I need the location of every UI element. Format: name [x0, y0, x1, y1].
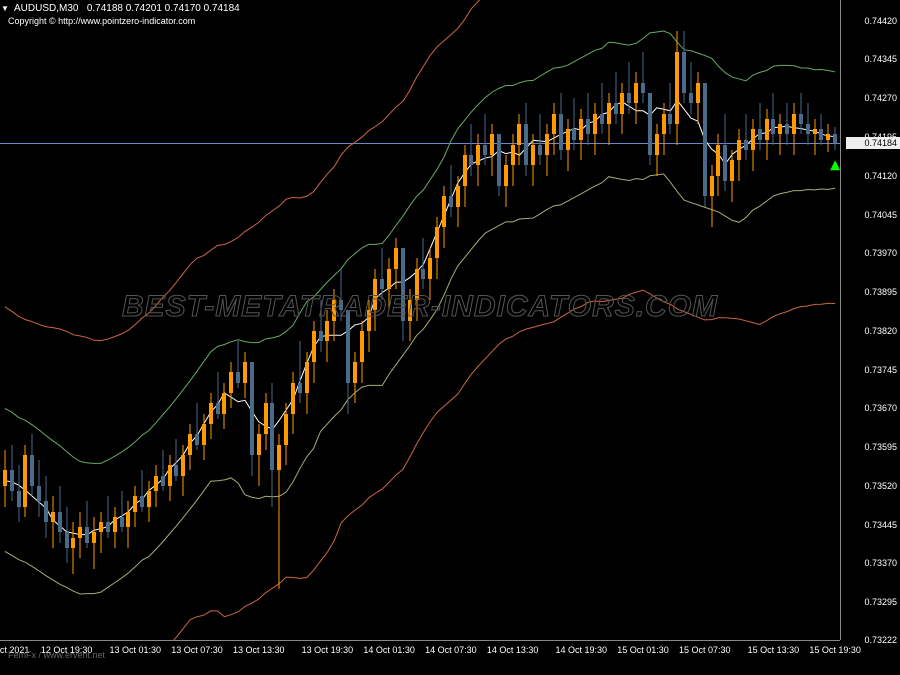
chart-container: ▼ AUDUSD,M30 0.74188 0.74201 0.74170 0.7…	[0, 0, 900, 675]
price-tick: 0.73520	[842, 481, 897, 491]
candle	[758, 0, 762, 640]
price-tick: 0.73222	[842, 635, 897, 645]
candle	[744, 0, 748, 640]
price-tick: 0.73670	[842, 403, 897, 413]
candle	[58, 0, 62, 640]
candle	[92, 0, 96, 640]
price-tick: 0.73370	[842, 558, 897, 568]
time-tick: 15 Oct 19:30	[809, 645, 861, 655]
candle	[10, 0, 14, 640]
price-tick: 0.74345	[842, 54, 897, 64]
candle	[106, 0, 110, 640]
candle	[17, 0, 21, 640]
candle	[771, 0, 775, 640]
price-tick: 0.74420	[842, 16, 897, 26]
price-tick: 0.73295	[842, 597, 897, 607]
chart-area[interactable]: BEST-METATRADER-INDICATORS.COM	[0, 0, 840, 640]
candle	[113, 0, 117, 640]
candle	[751, 0, 755, 640]
candle	[730, 0, 734, 640]
candle	[806, 0, 810, 640]
candle	[23, 0, 27, 640]
time-tick: 15 Oct 07:30	[679, 645, 731, 655]
time-tick: 13 Oct 19:30	[302, 645, 354, 655]
candle	[826, 0, 830, 640]
price-tick: 0.73745	[842, 365, 897, 375]
time-tick: 13 Oct 07:30	[171, 645, 223, 655]
candle	[78, 0, 82, 640]
candle	[723, 0, 727, 640]
candle	[737, 0, 741, 640]
time-tick: 14 Oct 01:30	[363, 645, 415, 655]
candle	[44, 0, 48, 640]
candle	[30, 0, 34, 640]
candle	[792, 0, 796, 640]
price-tick: 0.73445	[842, 520, 897, 530]
candle	[71, 0, 75, 640]
dropdown-arrow-icon[interactable]: ▼	[0, 4, 10, 13]
time-tick: 13 Oct 13:30	[233, 645, 285, 655]
time-tick: 13 Oct 01:30	[109, 645, 161, 655]
time-tick: 14 Oct 19:30	[555, 645, 607, 655]
time-tick: 14 Oct 07:30	[425, 645, 477, 655]
price-tick: 0.73820	[842, 326, 897, 336]
time-tick: 15 Oct 01:30	[617, 645, 669, 655]
ohlc-label: 0.74188 0.74201 0.74170 0.74184	[87, 3, 240, 14]
copyright-text: Copyright © http://www.pointzero-indicat…	[8, 16, 195, 26]
candle	[37, 0, 41, 640]
candle	[785, 0, 789, 640]
price-tick: 0.74270	[842, 93, 897, 103]
price-tick: 0.73595	[842, 442, 897, 452]
candle	[99, 0, 103, 640]
candle	[51, 0, 55, 640]
current-price-label: 0.74184	[846, 137, 900, 149]
chart-header: AUDUSD,M30 0.74188 0.74201 0.74170 0.741…	[14, 3, 240, 14]
candle	[833, 0, 837, 640]
price-tick: 0.73895	[842, 287, 897, 297]
candle	[813, 0, 817, 640]
candle	[819, 0, 823, 640]
time-axis: 12 Oct 202112 Oct 19:3013 Oct 01:3013 Oc…	[0, 640, 840, 675]
price-axis: 0.744200.743450.742700.741950.741200.740…	[840, 0, 900, 640]
watermark-text: BEST-METATRADER-INDICATORS.COM	[122, 290, 718, 324]
candle	[778, 0, 782, 640]
candle	[765, 0, 769, 640]
candle	[85, 0, 89, 640]
time-tick: 15 Oct 13:30	[748, 645, 800, 655]
candle	[65, 0, 69, 640]
candle	[3, 0, 7, 640]
time-tick: 14 Oct 13:30	[487, 645, 539, 655]
price-tick: 0.74045	[842, 210, 897, 220]
footer-text: FemFx / www.ervent.net	[8, 650, 105, 660]
price-tick: 0.74120	[842, 171, 897, 181]
candle	[799, 0, 803, 640]
price-tick: 0.73970	[842, 248, 897, 258]
symbol-label: AUDUSD,M30	[14, 3, 78, 14]
